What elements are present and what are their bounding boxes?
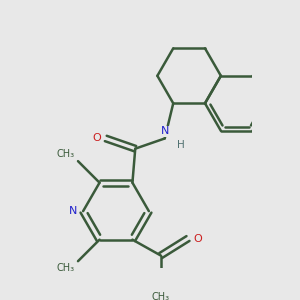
Text: O: O	[92, 134, 101, 143]
Text: O: O	[194, 233, 203, 244]
Text: CH₃: CH₃	[56, 263, 75, 274]
Text: H: H	[177, 140, 184, 150]
Text: N: N	[160, 126, 169, 136]
Text: CH₃: CH₃	[152, 292, 170, 300]
Text: CH₃: CH₃	[56, 149, 75, 159]
Text: N: N	[69, 206, 77, 216]
